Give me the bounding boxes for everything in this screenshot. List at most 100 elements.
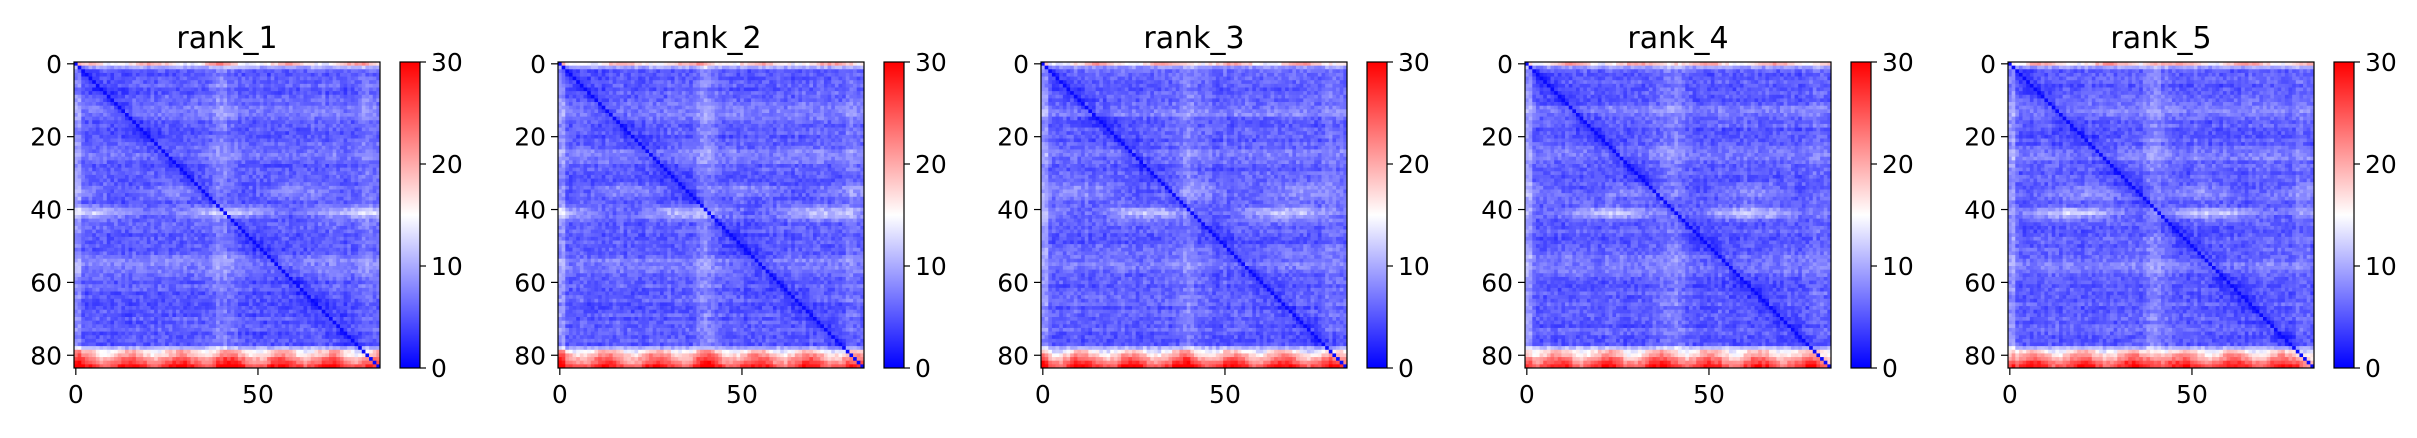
heatmap-cell: [121, 197, 125, 201]
heatmap-cell: [333, 208, 337, 212]
heatmap-cell: [318, 244, 322, 248]
heatmap-cell: [318, 175, 322, 179]
heatmap-cell: [289, 95, 293, 99]
heatmap-cell: [267, 179, 271, 183]
heatmap-cell: [172, 77, 176, 81]
heatmap-cell: [220, 270, 224, 274]
heatmap-cell: [296, 215, 300, 219]
heatmap-cell: [140, 182, 144, 186]
heatmap-cell: [227, 179, 231, 183]
heatmap-cell: [249, 171, 253, 175]
heatmap-cell: [293, 168, 297, 172]
heatmap-cell: [282, 113, 286, 117]
heatmap-cell: [314, 237, 318, 241]
heatmap-cell: [194, 124, 198, 128]
heatmap-cell: [114, 211, 118, 215]
heatmap-cell: [132, 149, 136, 153]
heatmap-cell: [209, 200, 213, 204]
heatmap-cell: [161, 149, 165, 153]
heatmap-cell: [242, 230, 246, 234]
heatmap-cell: [140, 84, 144, 88]
heatmap-cell: [267, 175, 271, 179]
heatmap-cell: [158, 120, 162, 124]
heatmap-cell: [373, 77, 377, 81]
heatmap-cell: [278, 200, 282, 204]
heatmap-cell: [223, 182, 227, 186]
heatmap-cell: [158, 168, 162, 172]
heatmap-cell: [143, 117, 147, 121]
heatmap-cell: [78, 113, 82, 117]
heatmap-cell: [351, 248, 355, 252]
heatmap-cell: [205, 215, 209, 219]
heatmap-cell: [296, 77, 300, 81]
heatmap-cell: [242, 226, 246, 230]
heatmap-cell: [267, 124, 271, 128]
heatmap-cell: [322, 186, 326, 190]
heatmap-cell: [85, 77, 89, 81]
heatmap-cell: [158, 73, 162, 77]
heatmap-cell: [340, 98, 344, 102]
heatmap-cell: [180, 106, 184, 110]
heatmap-cell: [176, 211, 180, 215]
heatmap-cell: [121, 193, 125, 197]
heatmap-cell: [340, 109, 344, 113]
heatmap-cell: [161, 160, 165, 164]
heatmap-cell: [245, 255, 249, 259]
heatmap-cell: [132, 237, 136, 241]
heatmap-cell: [180, 135, 184, 139]
heatmap-cell: [256, 131, 260, 135]
heatmap-cell: [355, 157, 359, 161]
heatmap-cell: [253, 215, 257, 219]
heatmap-cell: [278, 153, 282, 157]
heatmap-cell: [282, 69, 286, 73]
heatmap-cell: [263, 109, 267, 113]
heatmap-cell: [140, 259, 144, 263]
heatmap-cell: [238, 248, 242, 252]
heatmap-cell: [285, 270, 289, 274]
heatmap-cell: [234, 266, 238, 270]
heatmap-cell: [121, 91, 125, 95]
heatmap-cell: [373, 149, 377, 153]
heatmap-cell: [107, 164, 111, 168]
heatmap-cell: [234, 131, 238, 135]
heatmap-cell: [191, 149, 195, 153]
heatmap-cell: [231, 157, 235, 161]
heatmap-cell: [107, 208, 111, 212]
heatmap-cell: [329, 171, 333, 175]
heatmap-cell: [318, 259, 322, 263]
heatmap-cell: [191, 244, 195, 248]
heatmap-cell: [329, 230, 333, 234]
heatmap-cell: [187, 262, 191, 266]
heatmap-cell: [358, 273, 362, 277]
heatmap-cell: [129, 215, 133, 219]
heatmap-cell: [293, 113, 297, 117]
heatmap-cell: [114, 102, 118, 106]
heatmap-cell: [81, 84, 85, 88]
heatmap-cell: [373, 193, 377, 197]
heatmap-cell: [110, 106, 114, 110]
heatmap-cell: [355, 193, 359, 197]
heatmap-cell: [118, 190, 122, 194]
heatmap-cell: [344, 241, 348, 245]
heatmap-cell: [129, 73, 133, 77]
heatmap-cell: [161, 190, 165, 194]
heatmap-cell: [347, 219, 351, 223]
heatmap-cell: [169, 266, 173, 270]
heatmap-cell: [253, 146, 257, 150]
heatmap-cell: [267, 157, 271, 161]
heatmap-cell: [176, 222, 180, 226]
heatmap-cell: [110, 80, 114, 84]
heatmap-cell: [274, 251, 278, 255]
heatmap-cell: [154, 117, 158, 121]
heatmap-cell: [121, 73, 125, 77]
heatmap-cell: [96, 182, 100, 186]
heatmap-cell: [169, 211, 173, 215]
heatmap-cell: [256, 241, 260, 245]
heatmap-cell: [314, 244, 318, 248]
heatmap-cell: [293, 222, 297, 226]
heatmap-cell: [209, 102, 213, 106]
heatmap-cell: [271, 157, 275, 161]
heatmap-cell: [296, 157, 300, 161]
heatmap-cell: [282, 190, 286, 194]
heatmap-cell: [263, 66, 267, 70]
